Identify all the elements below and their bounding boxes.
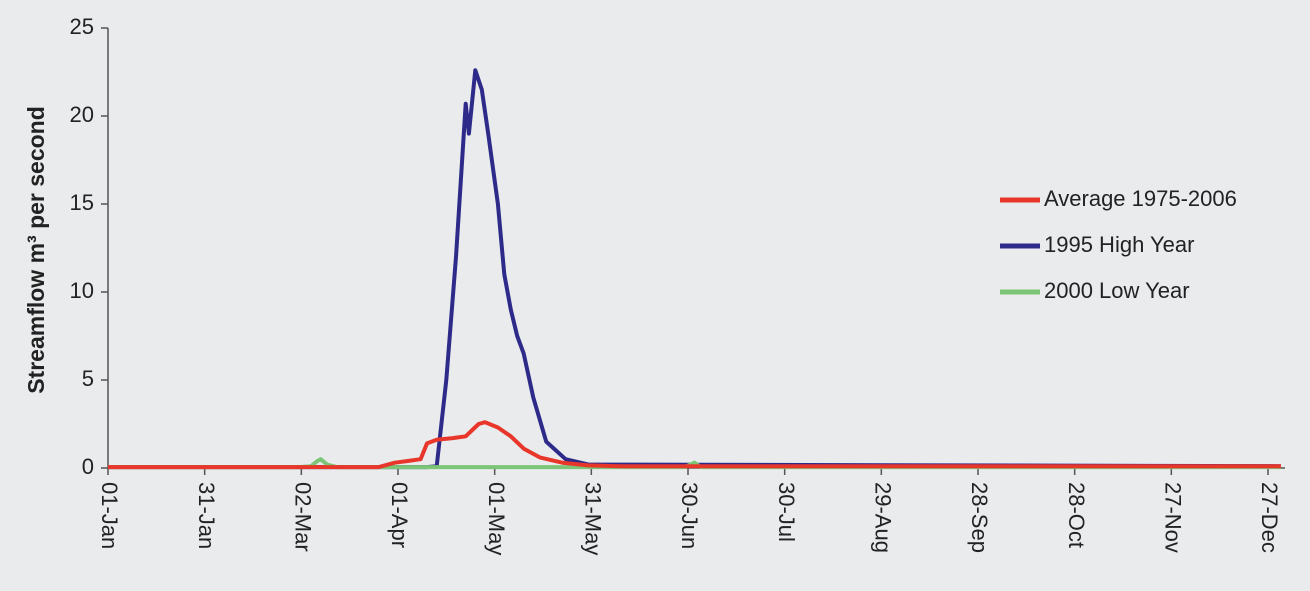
x-tick-label: 01-Apr (387, 482, 412, 548)
y-tick-label: 5 (82, 366, 94, 391)
x-tick-label: 28-Sep (967, 482, 992, 553)
x-tick-label: 01-May (484, 482, 509, 555)
x-tick-label: 31-May (581, 482, 606, 555)
y-tick-label: 20 (70, 102, 94, 127)
x-tick-label: 02-Mar (291, 482, 316, 552)
x-tick-label: 27-Nov (1161, 482, 1186, 553)
legend-label: 1995 High Year (1044, 232, 1194, 257)
series-line (108, 68, 1281, 470)
legend-label: Average 1975-2006 (1044, 186, 1237, 211)
x-tick-label: 29-Aug (871, 482, 896, 553)
y-tick-label: 0 (82, 454, 94, 479)
y-tick-label: 10 (70, 278, 94, 303)
x-tick-label: 31-Jan (194, 482, 219, 549)
x-tick-label: 30-Jun (677, 482, 702, 549)
series-line (108, 420, 1281, 470)
x-tick-label: 30-Jul (774, 482, 799, 542)
legend-label: 2000 Low Year (1044, 278, 1190, 303)
y-tick-label: 15 (70, 190, 94, 215)
y-tick-label: 25 (70, 14, 94, 39)
y-axis-label: Streamflow m³ per second (23, 106, 49, 394)
x-tick-label: 28-Oct (1064, 482, 1089, 548)
x-tick-label: 27-Dec (1257, 482, 1282, 553)
x-tick-label: 01-Jan (97, 482, 122, 549)
